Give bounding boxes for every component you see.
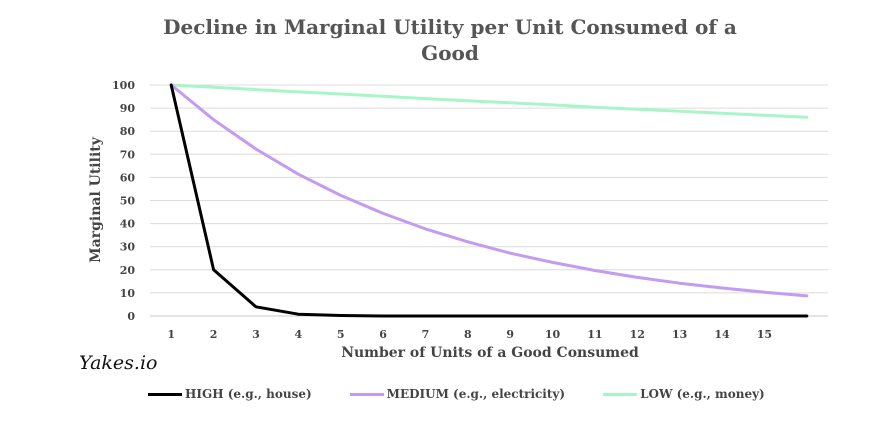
watermark-text: Yakes.io (79, 352, 158, 374)
y-tick-labels: 0 10 20 30 40 50 60 70 80 90 100 (112, 79, 135, 323)
y-tick-label: 0 (127, 310, 135, 323)
x-tick-label: 8 (464, 328, 472, 341)
x-tick-label: 11 (587, 328, 602, 341)
x-tick-label: 14 (714, 328, 730, 341)
y-tick-label: 60 (120, 171, 136, 184)
y-tick-label: 30 (120, 241, 136, 254)
legend-label: HIGH (e.g., house) (185, 387, 312, 401)
y-axis-title: Marginal Utility (88, 136, 104, 263)
y-tick-label: 50 (120, 195, 136, 208)
legend-swatch (603, 392, 638, 396)
y-tick-label: 40 (120, 218, 136, 231)
x-tick-label: 2 (210, 328, 218, 341)
y-tick-label: 100 (112, 79, 135, 92)
legend-label: MEDIUM (e.g., electricity) (386, 387, 566, 401)
x-tick-label: 15 (757, 328, 772, 341)
x-tick-label: 5 (337, 328, 345, 341)
x-tick-label: 1 (167, 328, 175, 341)
legend-item: LOW (e.g., money) (603, 387, 765, 401)
x-tick-label: 7 (422, 328, 430, 341)
chart-title: Decline in Marginal Utility per Unit Con… (163, 15, 737, 65)
y-tick-label: 10 (120, 287, 136, 300)
gridlines (150, 84, 828, 317)
legend: HIGH (e.g., house) MEDIUM (e.g., electric… (148, 384, 803, 404)
x-tick-label: 9 (506, 328, 514, 341)
x-tick-label: 6 (379, 328, 387, 341)
legend-item: HIGH (e.g., house) (148, 387, 312, 401)
y-tick-label: 90 (120, 102, 136, 115)
y-tick-label: 70 (120, 148, 136, 161)
series-line-medium (169, 83, 809, 298)
x-tick-label: 3 (252, 328, 260, 341)
legend-label: LOW (e.g., money) (640, 387, 765, 401)
x-tick-label: 13 (672, 328, 687, 341)
series-line-low (169, 83, 809, 119)
series-lines (169, 83, 809, 318)
x-tick-label: 12 (630, 328, 645, 341)
legend-item: MEDIUM (e.g., electricity) (349, 387, 566, 401)
x-tick-label: 4 (294, 328, 302, 341)
x-tick-label: 10 (545, 328, 561, 341)
legend-swatch (349, 392, 384, 396)
legend-swatch (148, 392, 182, 396)
y-tick-label: 80 (120, 125, 136, 138)
series-line-high (169, 83, 809, 318)
x-tick-labels: 1 2 3 4 5 6 7 8 9 10 11 12 13 14 15 (167, 328, 772, 341)
x-axis-title: Number of Units of a Good Consumed (341, 345, 639, 361)
y-tick-label: 20 (120, 264, 136, 277)
